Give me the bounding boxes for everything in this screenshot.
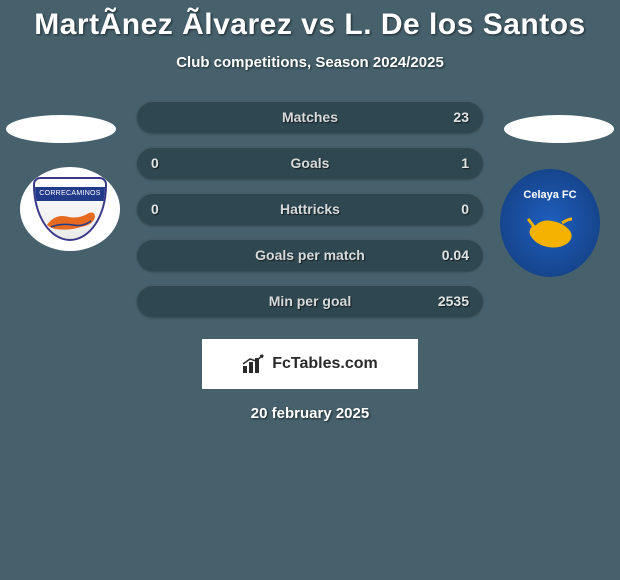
left-team-badge: CORRECAMINOS: [20, 167, 120, 251]
right-badge-text: Celaya FC: [500, 189, 600, 201]
stat-row: 0 Goals 1: [137, 147, 483, 179]
left-badge-text: CORRECAMINOS: [35, 187, 105, 201]
shield-icon: CORRECAMINOS: [33, 177, 107, 241]
bar-chart-icon: [242, 354, 266, 374]
stat-left-value: 0: [151, 155, 191, 171]
stat-row: 0 Hattricks 0: [137, 193, 483, 225]
left-ellipse-marker: [6, 115, 116, 143]
stat-right-value: 2535: [429, 293, 469, 309]
roadrunner-icon: [45, 207, 97, 235]
stat-row: Matches 23: [137, 101, 483, 133]
stat-row: Min per goal 2535: [137, 285, 483, 317]
stat-row: Goals per match 0.04: [137, 239, 483, 271]
stat-right-value: 1: [429, 155, 469, 171]
right-team-badge: Celaya FC: [500, 169, 600, 277]
page-title: MartÃ­nez Ãlvarez vs L. De los Santos: [0, 0, 620, 42]
stat-right-value: 0.04: [429, 247, 469, 263]
bull-icon: [524, 215, 576, 253]
stat-right-value: 0: [429, 201, 469, 217]
right-ellipse-marker: [504, 115, 614, 143]
page-subtitle: Club competitions, Season 2024/2025: [0, 54, 620, 71]
site-label: FcTables.com: [272, 355, 378, 373]
stats-list: Matches 23 0 Goals 1 0 Hattricks 0 Goals…: [137, 101, 483, 317]
stat-left-value: 0: [151, 201, 191, 217]
site-attribution: FcTables.com: [202, 339, 418, 389]
stat-right-value: 23: [429, 109, 469, 125]
comparison-panel: CORRECAMINOS Celaya FC Matches 23 0 Goal…: [0, 101, 620, 422]
date-label: 20 february 2025: [0, 405, 620, 422]
